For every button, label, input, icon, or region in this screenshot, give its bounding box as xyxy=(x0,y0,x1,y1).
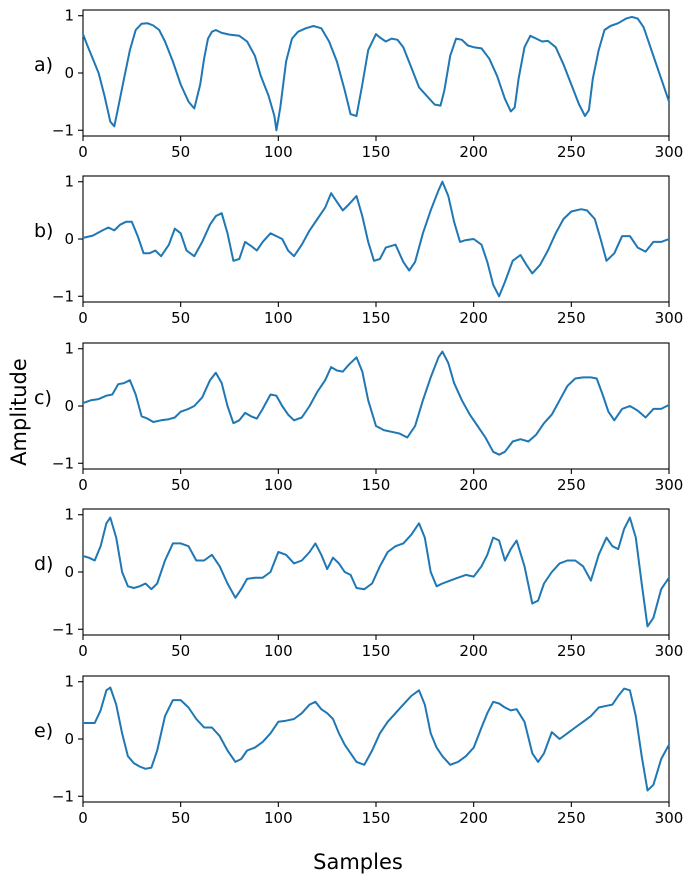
x-tick-label: 50 xyxy=(171,143,190,161)
y-tick-label: −1 xyxy=(52,787,74,805)
x-tick-label: 0 xyxy=(78,143,88,161)
x-tick-label: 100 xyxy=(264,809,293,827)
x-tick-label: 300 xyxy=(655,642,684,660)
plot-frame xyxy=(82,675,670,803)
x-tick-label: 300 xyxy=(655,809,684,827)
panel-label: c) xyxy=(34,387,52,409)
x-tick-label: 100 xyxy=(264,642,293,660)
x-tick-label: 50 xyxy=(171,309,190,327)
y-tick-label: 1 xyxy=(64,506,74,524)
x-tick-label: 150 xyxy=(362,143,391,161)
y-tick-label: 0 xyxy=(64,563,74,581)
x-tick-label: 50 xyxy=(171,809,190,827)
y-tick-label: 0 xyxy=(64,64,74,82)
series-line xyxy=(82,350,670,456)
x-tick-label: 200 xyxy=(459,476,488,494)
panel-label: d) xyxy=(34,553,53,575)
series-line xyxy=(82,516,670,628)
x-tick-label: 150 xyxy=(362,309,391,327)
x-tick-label: 50 xyxy=(171,476,190,494)
panel-label: e) xyxy=(34,720,53,742)
x-tick-label: 150 xyxy=(362,476,391,494)
y-tick-label: 1 xyxy=(64,673,74,691)
x-tick-label: 0 xyxy=(78,809,88,827)
plot-frame xyxy=(82,508,670,636)
plot-frame xyxy=(82,342,670,470)
x-tick-label: 250 xyxy=(557,309,586,327)
x-tick-label: 150 xyxy=(362,642,391,660)
y-tick-label: 0 xyxy=(64,730,74,748)
y-tick-label: 0 xyxy=(64,230,74,248)
plot-frame xyxy=(82,9,670,137)
panel-label: b) xyxy=(34,220,53,242)
y-tick-label: −1 xyxy=(52,620,74,638)
y-tick-label: 1 xyxy=(64,7,74,25)
series-line xyxy=(82,686,670,792)
x-tick-label: 300 xyxy=(655,143,684,161)
y-tick-label: −1 xyxy=(52,287,74,305)
y-tick-label: −1 xyxy=(52,121,74,139)
x-tick-label: 200 xyxy=(459,309,488,327)
x-tick-label: 300 xyxy=(655,476,684,494)
x-tick-label: 200 xyxy=(459,642,488,660)
x-tick-label: 50 xyxy=(171,642,190,660)
x-tick-label: 100 xyxy=(264,309,293,327)
x-tick-label: 250 xyxy=(557,809,586,827)
x-tick-label: 100 xyxy=(264,143,293,161)
panel-label: a) xyxy=(34,54,53,76)
y-tick-label: 1 xyxy=(64,173,74,191)
y-tick-label: 1 xyxy=(64,340,74,358)
x-tick-label: 0 xyxy=(78,642,88,660)
x-tick-label: 200 xyxy=(459,143,488,161)
x-tick-label: 250 xyxy=(557,143,586,161)
x-tick-label: 250 xyxy=(557,476,586,494)
series-line xyxy=(82,180,670,298)
x-tick-label: 200 xyxy=(459,809,488,827)
x-axis-title: Samples xyxy=(313,850,403,874)
x-tick-label: 0 xyxy=(78,476,88,494)
x-tick-label: 0 xyxy=(78,309,88,327)
series-line xyxy=(82,15,670,132)
x-tick-label: 300 xyxy=(655,309,684,327)
y-axis-title: Amplitude xyxy=(7,358,31,466)
x-tick-label: 100 xyxy=(264,476,293,494)
y-tick-label: 0 xyxy=(64,397,74,415)
x-tick-label: 250 xyxy=(557,642,586,660)
x-tick-label: 150 xyxy=(362,809,391,827)
y-tick-label: −1 xyxy=(52,454,74,472)
